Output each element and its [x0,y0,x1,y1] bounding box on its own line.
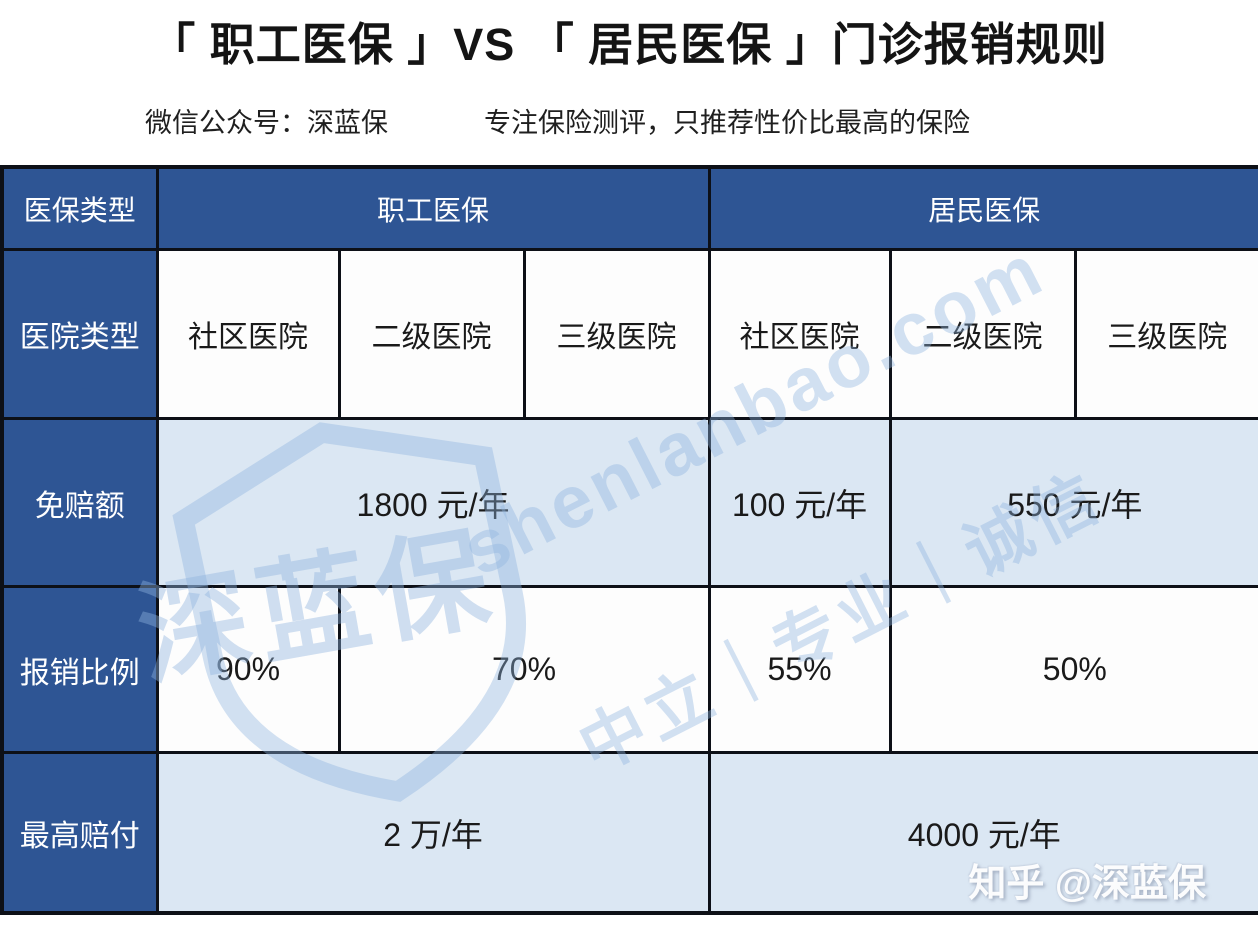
cell-deductible-resident-community: 100 元/年 [707,417,892,588]
cell-max-payout-resident: 4000 元/年 [707,751,1258,915]
table-row-hospital-type: 医院类型 社区医院 二级医院 三级医院 社区医院 二级医院 三级医院 [0,248,1258,420]
cell-ratio-resident-upper: 50% [888,585,1258,754]
cell-max-payout-label: 最高赔付 [0,751,159,915]
cell-ratio-label: 报销比例 [0,585,159,754]
cell-ratio-employee-upper: 70% [337,585,711,754]
cell-insurance-type-label: 医保类型 [0,165,159,251]
page-title: 「 职工医保 」VS 「 居民医保 」门诊报销规则 [150,19,1108,70]
table-row-deductible: 免赔额 1800 元/年 100 元/年 550 元/年 [0,417,1258,588]
cell-hospital-employee-tier3: 三级医院 [522,248,711,420]
cell-ratio-resident-community: 55% [707,585,892,754]
table-row-max-payout: 最高赔付 2 万/年 4000 元/年 [0,751,1258,915]
cell-hospital-resident-community: 社区医院 [707,248,892,420]
cell-ratio-employee-community: 90% [155,585,341,754]
cell-max-payout-employee: 2 万/年 [155,751,711,915]
cell-resident-insurance-header: 居民医保 [707,165,1258,251]
table-row-reimbursement-ratio: 报销比例 90% 70% 55% 50% [0,585,1258,754]
subtitle: 微信公众号：深蓝保 专注保险测评，只推荐性价比最高的保险 [145,101,970,140]
cell-deductible-employee: 1800 元/年 [155,417,711,588]
cell-deductible-resident-upper: 550 元/年 [888,417,1258,588]
comparison-table: 医保类型 职工医保 居民医保 医院类型 社区医院 二级医院 三级医院 社区医院 … [0,165,1258,915]
cell-hospital-type-label: 医院类型 [0,248,159,420]
cell-hospital-resident-tier2: 二级医院 [888,248,1077,420]
cell-hospital-employee-community: 社区医院 [155,248,341,420]
slogan-label: 专注保险测评，只推荐性价比最高的保险 [484,108,970,138]
cell-hospital-resident-tier3: 三级医院 [1073,248,1258,420]
cell-hospital-employee-tier2: 二级医院 [337,248,526,420]
cell-deductible-label: 免赔额 [0,417,159,588]
cell-employee-insurance-header: 职工医保 [155,165,711,251]
wechat-account-label: 微信公众号：深蓝保 [145,108,388,138]
table-row-insurance-type: 医保类型 职工医保 居民医保 [0,165,1258,251]
